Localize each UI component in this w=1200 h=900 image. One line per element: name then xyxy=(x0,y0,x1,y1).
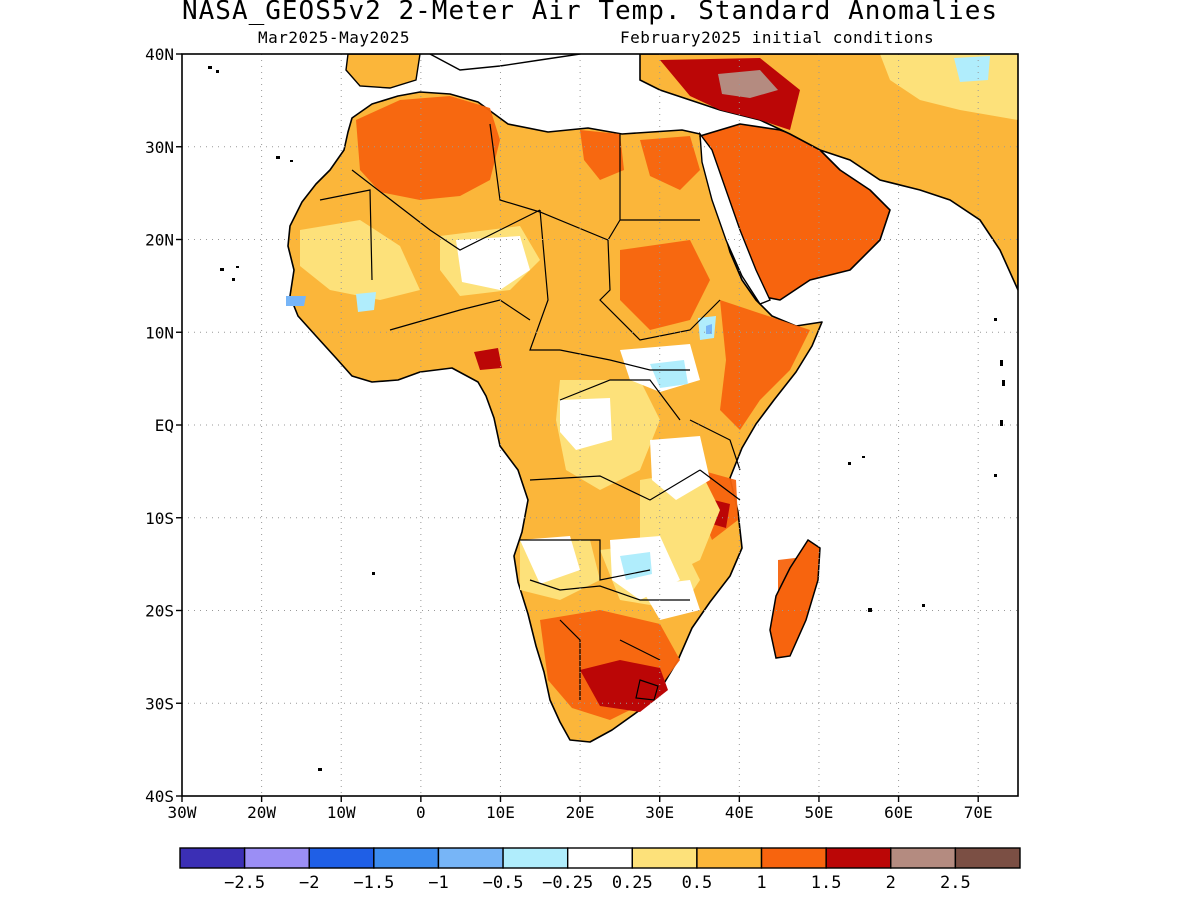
country-borders xyxy=(319,123,741,701)
colorbar-label: 1.5 xyxy=(811,873,842,893)
colorbar-label: −1 xyxy=(428,873,448,893)
colorbar-swatch xyxy=(760,847,827,869)
colorbar-label: −0.5 xyxy=(483,873,524,893)
lon-tick-label: 0 xyxy=(416,803,426,822)
colorbar-swatch xyxy=(631,847,698,869)
cool-patch-asia-blue xyxy=(954,56,990,82)
initial-conditions: February2025 initial conditions xyxy=(620,28,935,47)
colorbar-label: 1 xyxy=(756,873,766,893)
lon-tick-label: 60E xyxy=(884,803,913,822)
lon-tick-label: 40E xyxy=(725,803,754,822)
colorbar-label: −0.25 xyxy=(542,873,593,893)
colorbar-label: −2.5 xyxy=(224,873,265,893)
land-and-anomalies xyxy=(208,54,1018,771)
lon-tick-label: 50E xyxy=(804,803,833,822)
lat-tick-label: 40S xyxy=(145,787,174,806)
lon-tick-label: 20E xyxy=(566,803,595,822)
colorbar-swatch xyxy=(954,847,1021,869)
red-sea xyxy=(699,131,771,305)
islands xyxy=(208,66,1005,771)
colorbar-label: 2.5 xyxy=(940,873,971,893)
iberia xyxy=(345,54,421,89)
gridlines xyxy=(182,54,1018,796)
latitude-axis: 40N 30N 20N 10N EQ 10S 20S 30S 40S xyxy=(145,45,182,806)
colorbar-swatch xyxy=(437,847,504,869)
lat-tick-label: 10N xyxy=(145,323,174,342)
lon-tick-label: 10E xyxy=(486,803,515,822)
lat-tick-label: 30N xyxy=(145,138,174,157)
colorbar-swatch xyxy=(308,847,375,869)
colorbar-label: −2 xyxy=(299,873,319,893)
colorbar-swatch xyxy=(373,847,440,869)
anomaly-negative-blue xyxy=(286,296,712,334)
colorbar-labels: −2.5 −2 −1.5 −1 −0.5 −0.25 0.25 0.5 1 1.5 2 2.5 xyxy=(224,873,971,893)
very-hot-spot xyxy=(718,70,778,98)
figure-title: NASA_GEOS5v2 2-Meter Air Temp. Standard … xyxy=(181,0,998,26)
lon-tick-label: 30W xyxy=(168,803,197,822)
colorbar-swatch xyxy=(502,847,569,869)
colorbar xyxy=(179,847,1021,869)
lat-tick-label: 10S xyxy=(145,509,174,528)
colorbar-label: 2 xyxy=(886,873,896,893)
lat-tick-label: 40N xyxy=(145,45,174,64)
lon-tick-label: 10W xyxy=(327,803,356,822)
lat-tick-label: EQ xyxy=(155,416,174,435)
forecast-period: Mar2025-May2025 xyxy=(258,28,410,47)
lon-tick-label: 30E xyxy=(645,803,674,822)
colorbar-swatch xyxy=(890,847,957,869)
lon-tick-label: 20W xyxy=(247,803,276,822)
lon-tick-label: 70E xyxy=(964,803,993,822)
colorbar-label: 0.25 xyxy=(612,873,653,893)
colorbar-swatch xyxy=(825,847,892,869)
colorbar-swatch xyxy=(243,847,310,869)
colorbar-label: −1.5 xyxy=(353,873,394,893)
lat-tick-label: 20N xyxy=(145,231,174,250)
lat-tick-label: 30S xyxy=(145,694,174,713)
lat-tick-label: 20S xyxy=(145,602,174,621)
colorbar-swatch xyxy=(179,847,246,869)
longitude-axis: 30W 20W 10W 0 10E 20E 30E 40E 50E 60E 70E xyxy=(168,796,993,822)
colorbar-swatch xyxy=(696,847,763,869)
colorbar-label: 0.5 xyxy=(682,873,713,893)
anomaly-near-zero xyxy=(456,236,710,620)
colorbar-swatch xyxy=(566,847,634,869)
